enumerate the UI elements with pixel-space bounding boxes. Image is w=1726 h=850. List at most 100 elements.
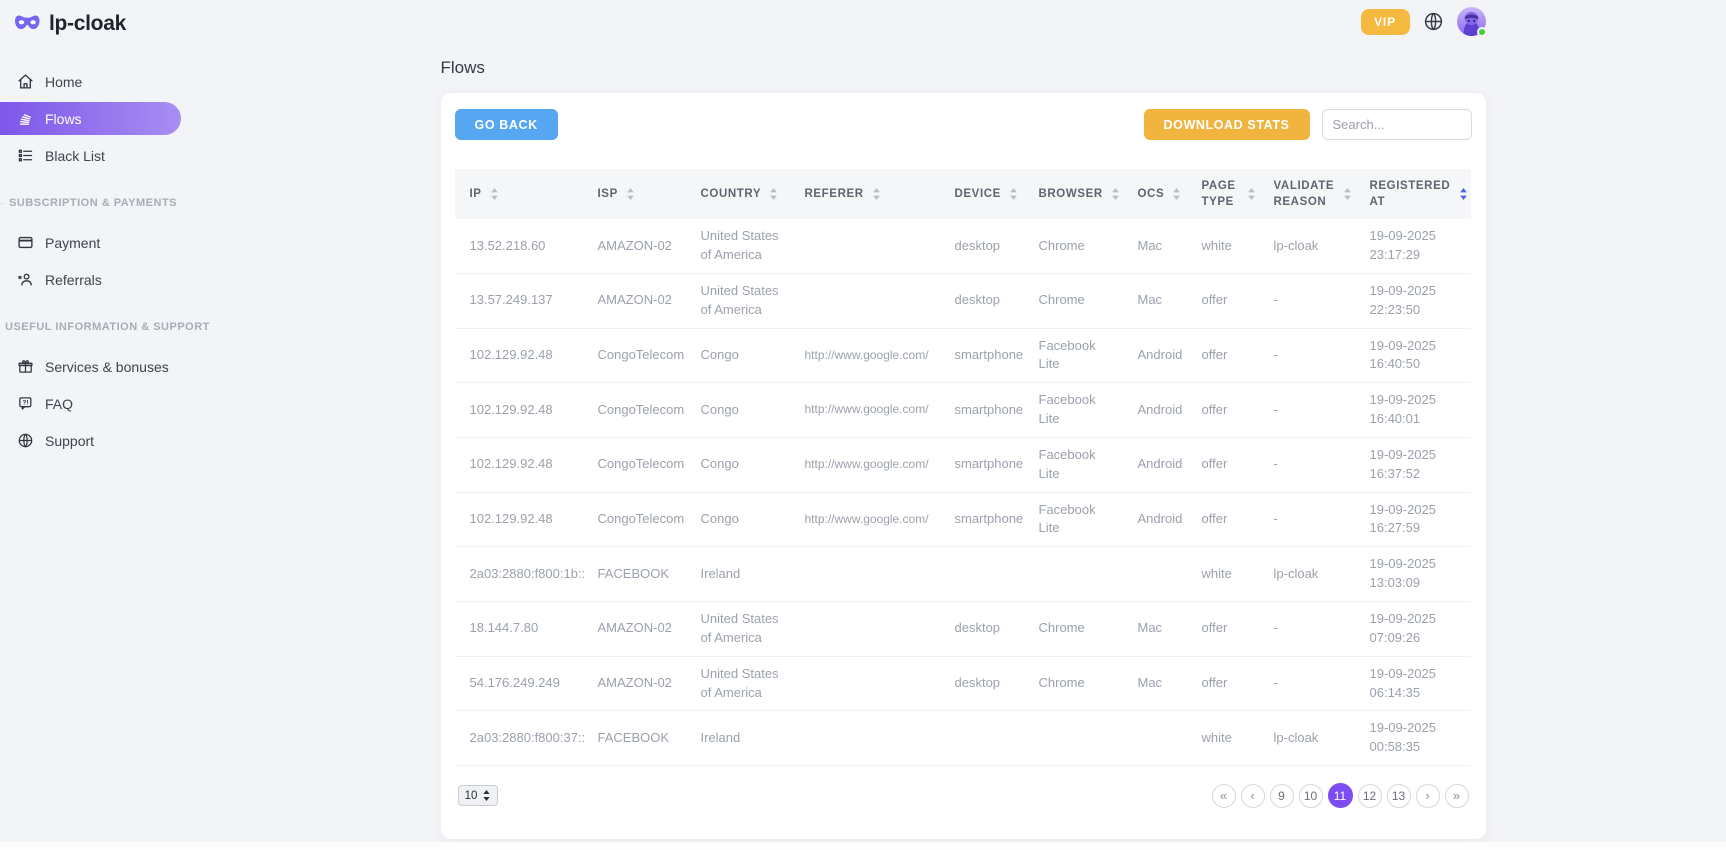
table-row: 13.52.218.60 AMAZON-02 United States of Am… <box>454 219 1471 274</box>
cell-ocs: Android <box>1137 456 1183 472</box>
brand-name: lp-cloak <box>49 12 126 35</box>
sidebar-section-title: SUBSCRIPTION & PAYMENTS <box>0 197 200 209</box>
brand-logo[interactable]: lp-cloak <box>0 12 200 36</box>
cell-ip: 2a03:2880:f800:37:: <box>469 729 586 745</box>
faq-icon: ?! <box>17 395 34 412</box>
cell-isp: CongoTelecom <box>597 401 685 417</box>
language-globe-button[interactable] <box>1423 11 1444 32</box>
sort-icon <box>1111 188 1119 201</box>
cell-isp: CongoTelecom <box>597 511 685 527</box>
cell-device: desktop <box>954 292 1001 308</box>
payment-icon <box>17 234 34 251</box>
column-header-isp[interactable]: ISP <box>583 169 686 219</box>
sidebar-item-label: FAQ <box>45 395 74 412</box>
cell-device: desktop <box>954 620 1001 636</box>
cell-ocs <box>1123 711 1187 766</box>
cell-ip: 102.129.92.48 <box>469 456 553 472</box>
cell-page-type: offer <box>1201 675 1228 691</box>
sidebar-item-support[interactable]: Support <box>0 424 200 457</box>
sidebar-section-title: USEFUL INFORMATION & SUPPORT <box>0 321 209 333</box>
cell-isp: AMAZON-02 <box>597 675 672 691</box>
pagination-first-button[interactable]: « <box>1211 783 1236 808</box>
horizontal-scrollbar-track[interactable] <box>0 842 1726 850</box>
user-avatar[interactable] <box>1456 7 1487 37</box>
sidebar-item-payment[interactable]: Payment <box>0 226 200 259</box>
cell-isp: FACEBOOK <box>597 729 670 745</box>
cell-referer: http://www.google.com/ <box>804 511 929 526</box>
vip-button[interactable]: VIP <box>1360 8 1410 35</box>
column-header-browser[interactable]: BROWSER <box>1024 169 1123 219</box>
sidebar-item-home[interactable]: Home <box>0 65 200 98</box>
cell-browser <box>1024 547 1123 602</box>
cell-referer <box>790 602 940 657</box>
cell-referer: http://www.google.com/ <box>804 402 929 417</box>
cell-referer <box>790 273 940 328</box>
cell-validate-reason: - <box>1273 620 1278 636</box>
sidebar-item-faq[interactable]: ?! FAQ <box>0 387 200 420</box>
cell-ip: 102.129.92.48 <box>469 511 553 527</box>
cell-page-type: offer <box>1201 511 1228 527</box>
cell-device: smartphone <box>954 456 1024 472</box>
pagination-prev-button[interactable]: ‹ <box>1240 783 1265 808</box>
cell-registered-at: 19-09-2025 16:40:50 <box>1369 337 1437 372</box>
page-size-select[interactable]: 10 <box>457 785 498 807</box>
table-row: 2a03:2880:f800:37:: FACEBOOK Ireland white l… <box>454 711 1471 766</box>
sidebar-item-black-list[interactable]: Black List <box>0 139 200 172</box>
pagination-page-12[interactable]: 12 <box>1357 783 1382 808</box>
sidebar-item-services-bonuses[interactable]: Services & bonuses <box>0 350 200 383</box>
cell-page-type: offer <box>1201 620 1228 636</box>
search-input[interactable] <box>1321 109 1472 140</box>
pagination-page-11[interactable]: 11 <box>1327 783 1353 809</box>
table-body: 13.52.218.60 AMAZON-02 United States of Am… <box>454 219 1471 766</box>
flows-table: IP ISP COUNTRY REFERER DEVICE BROWSER OCS PAGE … <box>454 169 1471 766</box>
cell-page-type: offer <box>1201 292 1228 308</box>
pager: «‹ 9 10 11 12 13 ›» <box>1211 783 1469 809</box>
topbar: VIP <box>441 0 1487 38</box>
column-header-registered-at[interactable]: REGISTERED AT <box>1355 169 1471 219</box>
flows-card: GO BACK DOWNLOAD STATS IPISPCOUNTRYREFER… <box>440 93 1486 840</box>
column-header-page-type[interactable]: PAGE TYPE <box>1187 169 1259 219</box>
table-row: 13.57.249.137 AMAZON-02 United States of A… <box>454 273 1471 329</box>
cell-isp: CongoTelecom <box>597 346 685 362</box>
cell-referer <box>790 656 940 711</box>
download-stats-button[interactable]: DOWNLOAD STATS <box>1143 109 1310 140</box>
cell-device <box>940 711 1024 766</box>
column-header-ip[interactable]: IP <box>455 169 583 219</box>
column-header-device[interactable]: DEVICE <box>940 169 1024 219</box>
pagination-last-button[interactable]: » <box>1444 783 1469 808</box>
cell-ocs <box>1123 547 1187 602</box>
cell-validate-reason: - <box>1273 456 1278 472</box>
column-header-ocs[interactable]: OCS <box>1123 169 1187 219</box>
cell-device: smartphone <box>954 401 1024 417</box>
column-header-validate-reason[interactable]: VALIDATE REASON <box>1259 169 1355 219</box>
services-icon <box>17 358 34 375</box>
cell-registered-at: 19-09-2025 07:09:26 <box>1369 611 1437 645</box>
table-row: 102.129.92.48 CongoTelecom Congo http://www… <box>454 383 1471 438</box>
cell-isp: FACEBOOK <box>597 565 670 581</box>
cell-registered-at: 19-09-2025 16:40:01 <box>1369 392 1437 427</box>
cell-registered-at: 19-09-2025 06:14:35 <box>1369 665 1437 700</box>
column-header-referer[interactable]: REFERER <box>790 169 940 219</box>
home-icon <box>17 73 34 90</box>
pagination-page-9[interactable]: 9 <box>1269 783 1294 808</box>
cell-ocs: Mac <box>1137 620 1163 636</box>
cell-browser: Chrome <box>1038 620 1085 636</box>
referrals-icon <box>17 271 34 288</box>
pagination-next-button[interactable]: › <box>1415 783 1440 808</box>
cell-country: United States of America <box>700 665 779 700</box>
cell-ocs: Mac <box>1137 675 1163 691</box>
cell-page-type: white <box>1201 565 1232 581</box>
pagination-page-13[interactable]: 13 <box>1386 783 1411 808</box>
sidebar-item-referrals[interactable]: Referrals <box>0 263 200 296</box>
cell-isp: AMAZON-02 <box>597 292 672 308</box>
cell-country: Ireland <box>700 729 741 745</box>
cell-registered-at: 19-09-2025 16:27:59 <box>1369 501 1437 536</box>
cell-ip: 2a03:2880:f800:1b:: <box>469 565 586 581</box>
column-header-country[interactable]: COUNTRY <box>686 169 790 219</box>
pagination-page-10[interactable]: 10 <box>1298 783 1323 808</box>
cell-referer: http://www.google.com/ <box>804 457 929 472</box>
go-back-button[interactable]: GO BACK <box>454 109 558 140</box>
sidebar-item-flows[interactable]: Flows <box>0 102 181 135</box>
cell-referer <box>790 219 940 273</box>
sort-icon <box>872 188 880 201</box>
